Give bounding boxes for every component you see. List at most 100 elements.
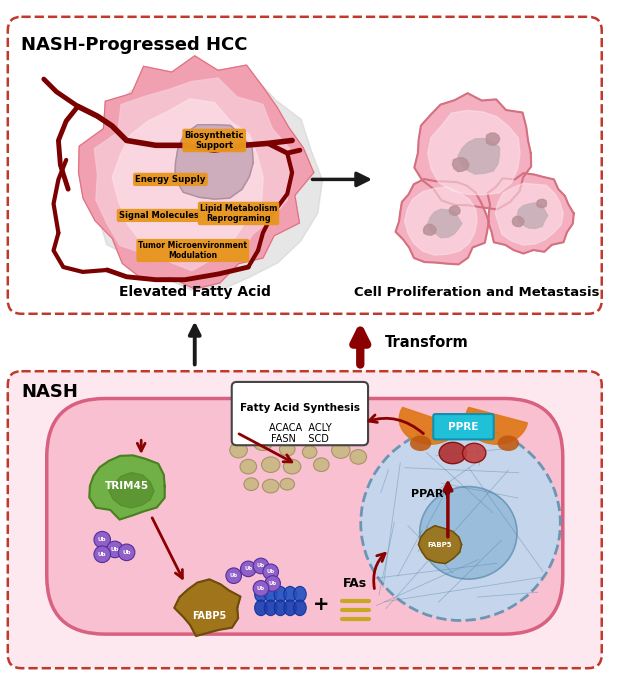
Polygon shape [495,184,563,245]
Text: Lipid Metabolism
Reprograming: Lipid Metabolism Reprograming [200,203,277,223]
Ellipse shape [264,586,277,602]
Polygon shape [423,224,436,235]
Circle shape [253,581,269,596]
Polygon shape [486,133,500,145]
Polygon shape [90,456,165,519]
Circle shape [253,558,269,574]
Circle shape [265,575,280,591]
Ellipse shape [262,457,280,473]
Ellipse shape [255,586,267,602]
Ellipse shape [262,479,279,493]
Ellipse shape [410,436,431,451]
Text: FAs: FAs [343,577,367,590]
Circle shape [263,564,279,580]
Polygon shape [458,138,500,174]
Ellipse shape [294,586,306,602]
Circle shape [94,532,111,548]
Polygon shape [399,408,460,445]
Ellipse shape [361,426,560,621]
Polygon shape [95,78,290,271]
Ellipse shape [302,446,317,458]
Text: Biosynthetic
Support: Biosynthetic Support [185,131,244,150]
Text: Ub: Ub [257,586,265,591]
Polygon shape [466,408,527,445]
Text: Tumor Microenvironment
Modulation: Tumor Microenvironment Modulation [138,241,247,260]
Ellipse shape [240,460,257,474]
Ellipse shape [439,443,466,464]
Text: FASN    SCD: FASN SCD [271,434,329,445]
FancyBboxPatch shape [47,399,563,634]
Ellipse shape [253,434,273,451]
Ellipse shape [284,460,301,474]
Circle shape [118,544,135,560]
Ellipse shape [279,443,295,456]
Text: Cell Proliferation and Metastasis: Cell Proliferation and Metastasis [354,286,600,299]
Text: +: + [313,595,329,614]
Ellipse shape [498,436,519,451]
Text: Ub: Ub [98,537,106,542]
Circle shape [106,541,123,558]
Text: Ub: Ub [122,550,131,555]
Ellipse shape [274,586,287,602]
Text: ACACA  ACLY: ACACA ACLY [269,423,331,433]
Text: TRIM45: TRIM45 [105,481,148,491]
Polygon shape [428,209,462,238]
Text: Ub: Ub [267,569,275,574]
Circle shape [226,568,242,584]
Text: Elevated Fatty Acid: Elevated Fatty Acid [119,285,270,299]
Text: PPRE: PPRE [448,422,479,432]
Text: FABP5: FABP5 [428,542,453,547]
Polygon shape [112,99,263,248]
FancyBboxPatch shape [8,371,602,668]
Polygon shape [518,203,548,228]
FancyBboxPatch shape [433,414,494,439]
Ellipse shape [314,458,329,471]
Text: Ub: Ub [257,564,265,569]
Text: NASH-Progressed HCC: NASH-Progressed HCC [21,36,248,54]
Ellipse shape [230,443,247,458]
Text: Signal Molecules: Signal Molecules [119,211,198,220]
Ellipse shape [463,443,486,463]
Ellipse shape [350,449,367,464]
Text: Ub: Ub [111,547,119,552]
Ellipse shape [255,600,267,616]
Ellipse shape [280,478,295,490]
Polygon shape [109,473,154,508]
Polygon shape [174,580,240,636]
Polygon shape [414,93,531,210]
Text: Ub: Ub [98,552,106,557]
Ellipse shape [284,586,297,602]
Polygon shape [405,187,477,255]
Text: Energy Supply: Energy Supply [135,175,205,184]
Polygon shape [512,216,524,227]
Text: Ub: Ub [269,581,277,586]
Text: FABP5: FABP5 [192,610,227,621]
Ellipse shape [419,486,517,579]
Polygon shape [488,173,574,253]
FancyBboxPatch shape [232,382,368,445]
Ellipse shape [244,478,259,490]
Polygon shape [449,206,460,215]
Polygon shape [428,110,520,195]
FancyBboxPatch shape [8,17,602,314]
Polygon shape [536,199,546,208]
Polygon shape [396,179,489,264]
Ellipse shape [332,442,350,458]
Text: Ub: Ub [230,573,238,578]
Ellipse shape [284,600,297,616]
Polygon shape [175,125,253,199]
Text: Ub: Ub [244,566,252,571]
Polygon shape [78,56,314,289]
Ellipse shape [294,600,306,616]
Polygon shape [453,158,469,171]
Text: NASH: NASH [21,383,78,401]
Polygon shape [97,70,322,290]
Text: Fatty Acid Synthesis: Fatty Acid Synthesis [240,403,360,413]
Ellipse shape [274,600,287,616]
Text: PPARγ: PPARγ [411,489,451,499]
Ellipse shape [264,600,277,616]
Polygon shape [418,525,461,564]
Text: Transform: Transform [384,336,468,351]
Circle shape [94,546,111,562]
Circle shape [240,561,256,577]
